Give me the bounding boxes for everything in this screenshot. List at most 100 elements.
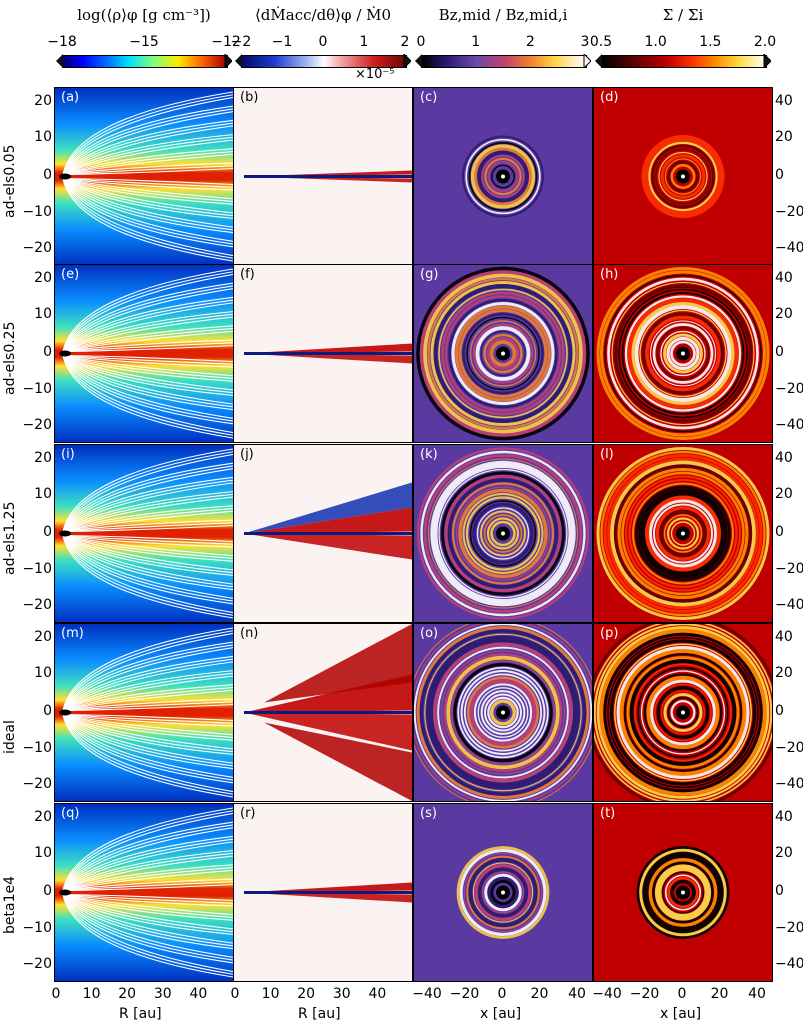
ring [426, 635, 580, 790]
R-tick-label: 40 [368, 986, 387, 1002]
field-line [62, 108, 233, 175]
field-line [62, 714, 233, 781]
y-tick-label-right: −40 [775, 775, 803, 792]
central-star [501, 351, 505, 356]
field-line [62, 894, 233, 935]
ring [480, 690, 526, 735]
ring [489, 340, 517, 367]
field-line [62, 125, 233, 175]
x-tick-label: 0 [677, 986, 687, 1002]
figure-panel: (d) [593, 87, 773, 266]
ring [423, 273, 583, 434]
ring [638, 488, 728, 579]
ring [635, 485, 731, 582]
field-line [62, 894, 233, 978]
ring [468, 857, 538, 928]
y-tick-label-right: 20 [775, 486, 793, 503]
y-tick-label: 10 [34, 486, 52, 503]
x-tick-label: −20 [449, 986, 480, 1002]
figure-panel: (k) [413, 444, 593, 623]
colorbar-tick-label: 1.0 [644, 34, 667, 50]
colorbar-title: Bz,mid / Bz,mid,i [438, 6, 568, 24]
ring [440, 650, 566, 775]
field-line [62, 493, 233, 532]
field-line [62, 670, 233, 711]
row-label: beta1e4 [2, 875, 18, 934]
field-line [62, 282, 233, 352]
ring [603, 453, 763, 614]
field-line [62, 354, 233, 382]
ring [670, 164, 696, 189]
field-line [62, 178, 233, 245]
field-line [62, 355, 233, 396]
y-tick-label-right: −20 [775, 203, 803, 220]
field-line [62, 701, 233, 712]
ring [664, 158, 702, 195]
ring [644, 137, 722, 216]
R-tick-label: 20 [118, 986, 137, 1002]
colorbar-title: Σ / Σi [662, 6, 704, 24]
field-line [62, 713, 233, 738]
ring [457, 666, 549, 759]
field-line [62, 893, 233, 918]
y-tick-label-right: 40 [775, 809, 793, 826]
field-line [62, 316, 233, 352]
colorbar-tick-label: −2 [230, 34, 252, 50]
y-tick-label-right: 40 [775, 450, 793, 467]
colorbar-max-arrow [403, 54, 411, 68]
field-line [62, 178, 233, 231]
field-line [62, 894, 233, 950]
ring [468, 142, 538, 211]
ring [469, 320, 537, 387]
density-map [55, 804, 233, 981]
ring [627, 298, 739, 409]
figure-panel: (m) [54, 623, 234, 802]
ring [645, 495, 721, 572]
R-tick-label: 20 [297, 986, 316, 1002]
field-line [62, 342, 233, 353]
field-line [62, 162, 233, 176]
colorbar-tick-label: 3 [580, 34, 590, 50]
ring [648, 141, 718, 212]
ring [469, 679, 537, 746]
panel-letter: (e) [61, 267, 80, 282]
figure-panel: (h) [593, 264, 773, 443]
ring [473, 683, 533, 742]
ring [663, 514, 703, 553]
colorbar-tick-label: −12 [211, 34, 241, 50]
ring [666, 517, 700, 550]
field-line [62, 165, 233, 176]
field-line [62, 119, 233, 175]
ring [659, 509, 707, 558]
y-tick-label-right: −20 [775, 560, 803, 577]
colorbar-tick-label: 1 [359, 34, 369, 50]
x-tick-label: 20 [530, 986, 549, 1002]
y-tick-label: 10 [34, 306, 52, 323]
field-line [62, 177, 233, 186]
outflow-region [244, 482, 412, 534]
field-line [62, 177, 233, 200]
y-tick-label-right: −20 [775, 739, 803, 756]
ring [481, 154, 525, 199]
field-line [62, 496, 233, 532]
field-line [62, 661, 233, 711]
panel-plot [414, 624, 592, 801]
ring [624, 295, 742, 412]
R-tick-label: 10 [82, 986, 101, 1002]
field-line [62, 355, 233, 391]
field-line [62, 468, 233, 532]
field-line [62, 355, 233, 425]
ring [463, 673, 543, 752]
colorbar-arrows [595, 54, 771, 68]
ring [614, 643, 752, 782]
ring [655, 148, 711, 205]
ring [631, 301, 735, 406]
y-tick-label-right: 40 [775, 270, 793, 287]
figure-panel: (j) [233, 444, 413, 623]
colorbar-max-arrow [763, 54, 771, 68]
central-star-mask [59, 709, 71, 716]
field-line [62, 641, 233, 711]
panel-letter: (i) [61, 447, 75, 462]
ring [490, 520, 516, 547]
field-line [62, 714, 233, 753]
